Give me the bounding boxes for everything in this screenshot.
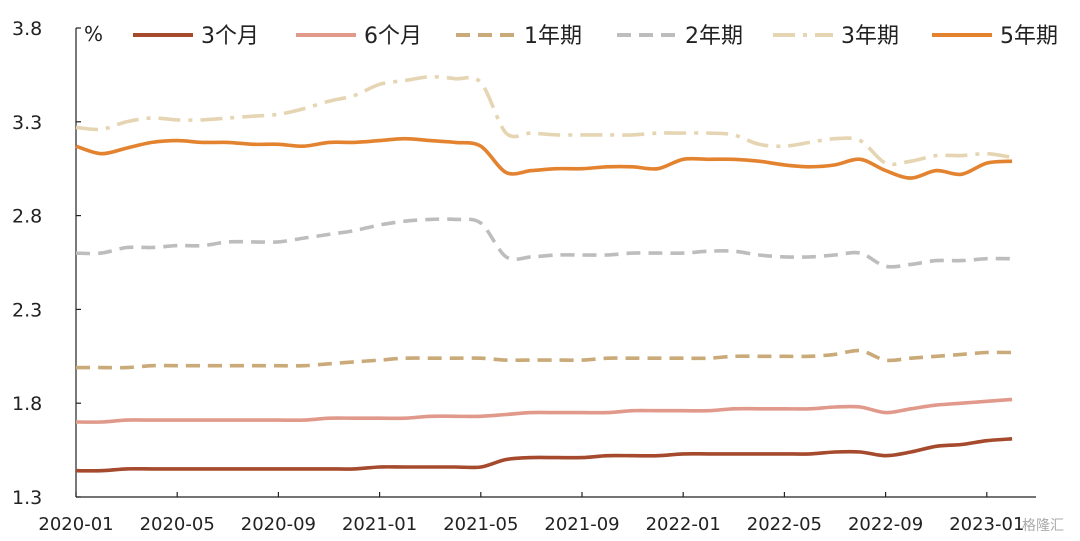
x-ticks: 2020-01 2020-05 2020-09 2021-01 2021-05 2021-…	[38, 492, 1024, 535]
x-tick-label: 2022-05	[747, 514, 822, 535]
y-tick-label: 2.8	[12, 206, 42, 228]
x-tick-label: 2020-05	[140, 514, 215, 535]
series-line-1	[75, 437, 1013, 473]
legend: 3个月 6个月 1年期 2年期 3年期 5年期	[133, 24, 1058, 49]
y-ticks: 3.8 3.3 2.8 2.3 1.8 1.3	[12, 18, 81, 509]
series-line-2	[75, 397, 1013, 424]
legend-label: 3个月	[201, 24, 259, 49]
legend-label: 6个月	[364, 24, 422, 49]
y-unit-label: %	[84, 22, 103, 46]
legend-label: 3年期	[841, 24, 899, 49]
x-tick-label: 2022-01	[646, 514, 721, 535]
y-tick-label: 3.3	[12, 112, 42, 134]
legend-label: 1年期	[524, 24, 582, 49]
x-tick-label: 2021-05	[443, 514, 518, 535]
series-line-6	[75, 136, 1013, 180]
legend-label: 5年期	[1000, 24, 1058, 49]
y-tick-label: 1.3	[12, 487, 42, 509]
series-line-4	[75, 217, 1013, 269]
series-lines	[75, 74, 1013, 473]
series-line-3	[75, 348, 1013, 370]
legend-label: 2年期	[685, 24, 743, 49]
series-line-5	[75, 74, 1013, 167]
y-tick-label: 1.8	[12, 393, 42, 415]
watermark-text: 格隆汇	[1022, 518, 1064, 534]
x-tick-label: 2023-01	[949, 514, 1024, 535]
x-tick-label: 2021-01	[342, 514, 417, 535]
y-tick-label: 2.3	[12, 299, 42, 321]
x-tick-label: 2022-09	[848, 514, 923, 535]
y-tick-label: 3.8	[12, 18, 42, 40]
x-tick-label: 2021-09	[544, 514, 619, 535]
x-tick-label: 2020-09	[241, 514, 316, 535]
x-tick-label: 2020-01	[38, 514, 113, 535]
plot-area: 3.8 3.3 2.8 2.3 1.8 1.3 2020-01 2020-05 2020-09…	[12, 18, 1036, 535]
